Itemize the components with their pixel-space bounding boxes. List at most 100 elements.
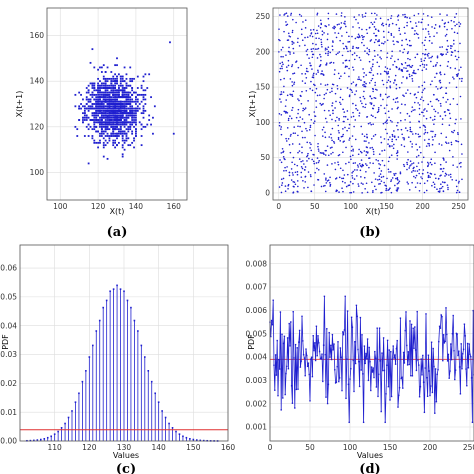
panel-b-point (377, 108, 380, 111)
panel-b-point (450, 47, 452, 50)
panel-b-point (376, 14, 378, 16)
panel-a-point (140, 128, 143, 131)
panel-a-point (97, 82, 99, 85)
panel-b-point (360, 176, 362, 178)
panel-b-point (455, 86, 458, 89)
panel-a-point (142, 109, 145, 112)
panel-a-point (117, 73, 120, 76)
panel-a-point (127, 100, 130, 103)
panel-a-point (116, 107, 118, 110)
panel-a-point (135, 91, 137, 94)
panel-b-point (434, 65, 437, 67)
panel-b-point (330, 133, 332, 136)
panel-b-point (342, 128, 344, 130)
panel-b-point (391, 133, 394, 136)
panel-b-point (332, 151, 334, 154)
panel-b-point (459, 42, 461, 45)
panel-b-point (341, 35, 343, 37)
panel-b-point (461, 77, 463, 80)
panel-b-point (383, 70, 386, 73)
panel-b-point (407, 151, 409, 153)
panel-a-point (97, 114, 99, 117)
panel-d-point (366, 338, 369, 340)
panel-b-point (417, 68, 419, 71)
panel-b-point (329, 147, 332, 149)
panel-b-point (338, 51, 341, 53)
panel-a-point (99, 116, 101, 119)
panel-b-point (382, 24, 385, 27)
panel-b-xlabel: X(t) (366, 207, 381, 216)
panel-b-point (333, 142, 336, 144)
panel-b-point (319, 53, 321, 56)
panel-b-point (373, 104, 375, 107)
panel-b-point (440, 183, 442, 186)
panel-c-bar-cap (199, 439, 202, 442)
panel-b-point (348, 35, 350, 38)
panel-b-point (423, 182, 426, 185)
panel-a-point (91, 96, 94, 99)
panel-b-point (381, 150, 383, 152)
panel-b-point (371, 65, 374, 68)
panel-b-xtick: 150 (380, 202, 395, 211)
panel-a-point (104, 114, 107, 117)
panel-b-point (326, 88, 329, 91)
panel-b-point (348, 139, 350, 141)
panel-a-point (106, 114, 109, 117)
panel-b-point (403, 165, 406, 168)
panel-a-point (89, 93, 92, 96)
panel-b-point (301, 146, 303, 148)
panel-a-point (129, 98, 132, 101)
panel-b-point (300, 33, 303, 36)
panel-b-point (292, 72, 294, 75)
panel-b-point (424, 36, 427, 39)
panel-b-point (350, 149, 353, 152)
panel-b-ytick: 200 (256, 47, 271, 56)
panel-a-point (129, 84, 132, 87)
panel-d-point (389, 399, 391, 401)
panel-a-point (140, 135, 143, 137)
panel-a-point (127, 98, 130, 101)
panel-d-point (451, 332, 454, 335)
panel-a-point (146, 123, 149, 126)
panel-b-point (444, 175, 446, 177)
panel-b-point (425, 28, 427, 30)
panel-b-point (344, 126, 346, 129)
panel-b-point (437, 112, 439, 114)
panel-b-point (327, 154, 330, 157)
panel-b-point (283, 85, 285, 88)
panel-a-point (119, 119, 122, 121)
panel-b-point (329, 51, 332, 54)
panel-b-point (353, 52, 356, 54)
panel-b-point (312, 160, 315, 163)
panel-d-point (453, 350, 455, 352)
panel-b-point (282, 156, 285, 158)
panel-b-point (316, 13, 318, 16)
panel-b-point (431, 42, 433, 44)
panel-b-point (345, 146, 347, 149)
panel-b-point (386, 104, 388, 106)
panel-b-point (447, 60, 450, 63)
panel-b-point (327, 46, 330, 48)
panel-b-point (331, 102, 334, 104)
panel-a-point (116, 91, 118, 94)
panel-b-point (331, 90, 333, 93)
panel-b-point (401, 70, 404, 72)
panel-b-point (287, 32, 290, 35)
panel-b-point (310, 190, 313, 193)
panel-b-xtick: 250 (451, 202, 466, 211)
panel-b-point (389, 136, 391, 138)
panel-d-point (439, 327, 442, 329)
panel-a-point (87, 135, 90, 137)
panel-b-point (406, 24, 408, 27)
panel-b-point (419, 98, 422, 100)
panel-b-point (294, 171, 297, 174)
panel-a-point (104, 130, 107, 133)
panel-b-point (428, 143, 430, 145)
panel-b-point (378, 65, 380, 68)
panel-d-point (364, 362, 366, 365)
panel-a-point (123, 123, 126, 126)
panel-b-point (409, 130, 412, 133)
panel-d-xlabel: Values (357, 451, 383, 460)
panel-b-point (321, 103, 323, 106)
panel-a-point (112, 116, 115, 119)
